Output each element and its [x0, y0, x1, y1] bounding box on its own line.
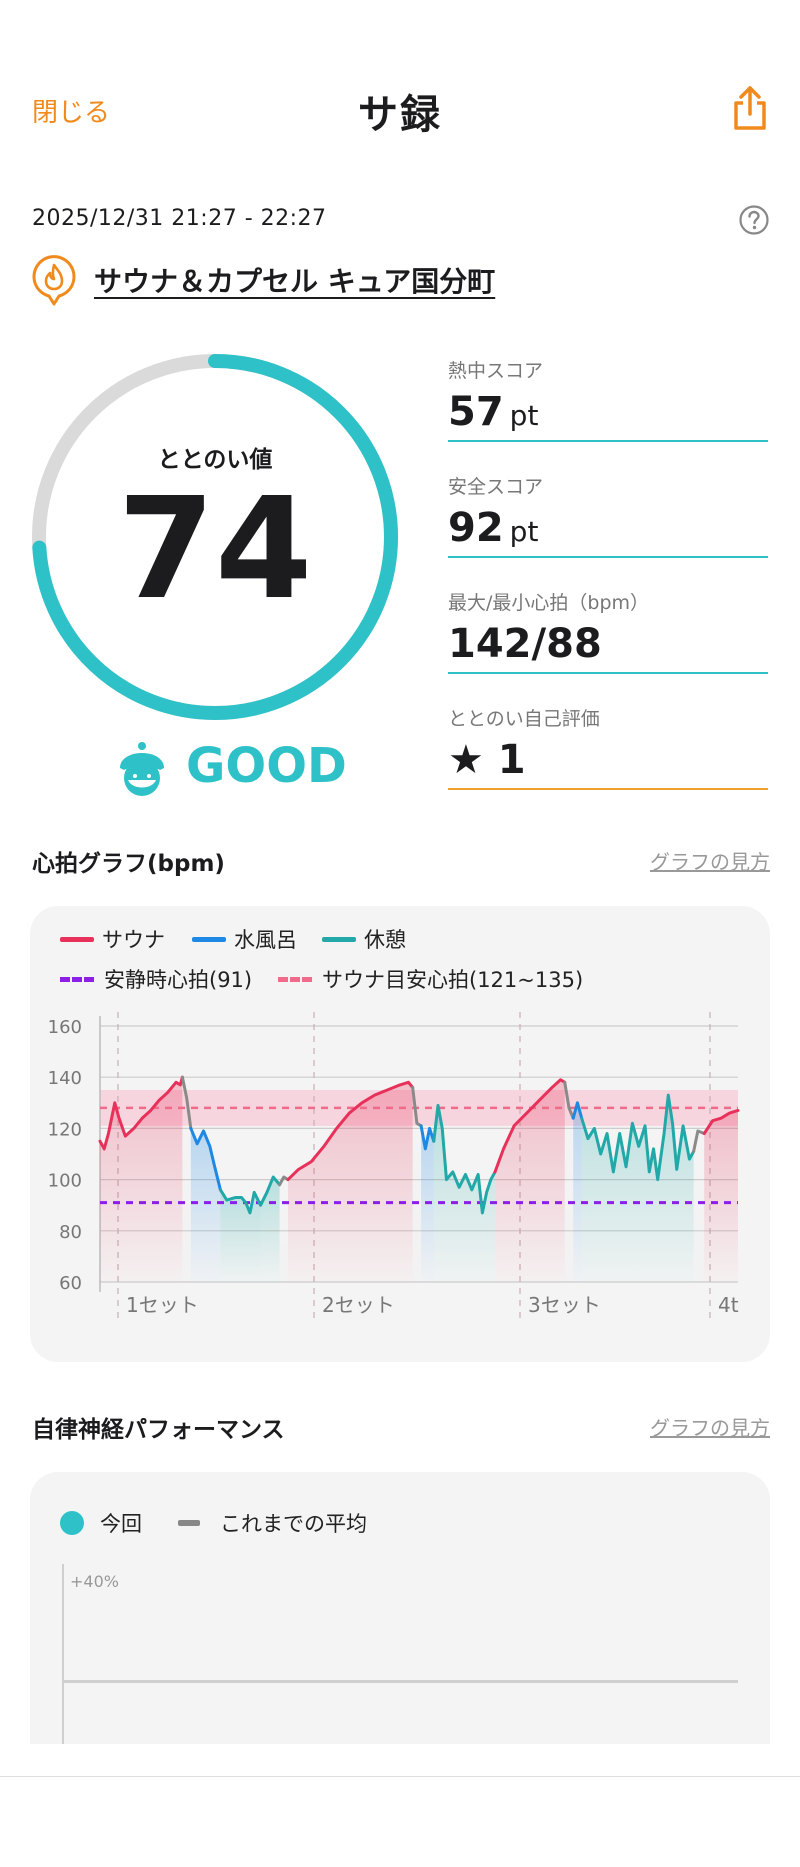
stat-self-rating[interactable]: ととのい自己評価 ★ 1 — [448, 704, 768, 790]
stat-label: 安全スコア — [448, 476, 544, 498]
rating-text: GOOD — [186, 738, 347, 794]
stat-safety-score: 安全スコア 92 pt — [448, 472, 768, 558]
transition-line — [411, 1085, 423, 1128]
set-label: 2セット — [322, 1293, 395, 1317]
stat-value: ★ 1 — [448, 737, 526, 783]
y-tick-label: 140 — [48, 1068, 82, 1089]
cold-line — [571, 1101, 584, 1120]
rest-line — [580, 1093, 696, 1182]
transition-line — [692, 1129, 706, 1153]
y-tick-label: 60 — [59, 1273, 82, 1294]
stat-value: 142/88 — [448, 621, 602, 667]
rest-area — [260, 1177, 280, 1282]
legend-cold-bath: 水風呂 — [192, 924, 297, 954]
transition-area — [693, 1130, 705, 1282]
legend-resting-hr: 安静時心拍(91) — [60, 964, 252, 994]
legend-average: これまでの平均 — [178, 1508, 367, 1538]
stat-value: 92 pt — [448, 505, 539, 551]
nerve-performance-title: 自律神経パフォーマンス — [32, 1417, 285, 1443]
set-label: 1セット — [126, 1293, 199, 1317]
legend-sauna: サウナ — [60, 924, 165, 954]
bottom-mask — [0, 1744, 800, 1867]
gauge-value: 74 — [117, 468, 313, 631]
question-icon — [739, 205, 769, 235]
rest-area — [433, 1105, 496, 1282]
app-header: 閉じる サ録 — [0, 70, 800, 150]
sauna-line — [493, 1078, 567, 1174]
gauge-label: ととのい値 — [157, 447, 273, 473]
sauna-line — [98, 1075, 184, 1151]
hr-chart: 60 80 100 120 140 160 1セット 2セット 3セット 4t — [48, 1012, 740, 1320]
set-label: 3セット — [528, 1293, 601, 1317]
close-button[interactable]: 閉じる — [32, 98, 111, 128]
transition-line — [563, 1080, 575, 1120]
cold-area — [190, 1128, 221, 1282]
legend-target-hr: サウナ目安心拍(121~135) — [278, 964, 583, 994]
legend-current: 今回 — [60, 1508, 142, 1538]
transition-area — [279, 1177, 289, 1282]
stat-value: 57 pt — [448, 389, 539, 435]
share-button[interactable] — [730, 84, 770, 132]
sauna-line — [286, 1080, 415, 1182]
cold-line — [189, 1126, 222, 1192]
stat-max-min-heart-rate: 最大/最小心拍（bpm） 142/88 — [448, 588, 768, 674]
stat-label: ととのい自己評価 — [448, 708, 600, 730]
cold-area — [573, 1102, 582, 1282]
nerve-y-label: +40% — [70, 1572, 119, 1591]
rest-line — [218, 1188, 263, 1215]
sauna-hat-face-icon — [114, 738, 170, 800]
rest-line — [259, 1175, 282, 1207]
transition-area — [182, 1077, 191, 1282]
transition-line — [278, 1175, 290, 1187]
hr-graph-title: 心拍グラフ(bpm) — [32, 851, 225, 877]
sauna-location-icon — [30, 252, 78, 308]
y-tick-label: 120 — [48, 1119, 82, 1140]
transition-line — [180, 1075, 193, 1130]
rest-area — [581, 1095, 694, 1282]
nerve-graph-help-link[interactable]: グラフの見方 — [650, 1416, 770, 1440]
transition-area — [412, 1087, 422, 1282]
stat-heat-score: 熱中スコア 57 pt — [448, 356, 768, 442]
bottom-divider — [0, 1776, 800, 1777]
sauna-area — [288, 1082, 413, 1282]
current-dot-icon — [60, 1511, 84, 1535]
legend-rest: 休憩 — [322, 924, 406, 954]
page-title: サ録 — [358, 92, 442, 138]
rest-line — [432, 1103, 497, 1215]
nerve-baseline — [62, 1680, 738, 1683]
sauna-area — [704, 1110, 738, 1282]
set-label: 4t — [718, 1293, 739, 1317]
help-button[interactable] — [738, 204, 770, 236]
rest-area — [220, 1189, 261, 1282]
totonoi-gauge — [32, 354, 398, 720]
hr-graph-help-link[interactable]: グラフの見方 — [650, 850, 770, 874]
session-datetime: 2025/12/31 21:27 - 22:27 — [32, 206, 327, 231]
y-tick-label: 100 — [48, 1171, 82, 1192]
share-icon — [734, 86, 766, 130]
nerve-y-axis — [62, 1564, 64, 1764]
sauna-location-link[interactable]: サウナ＆カプセル キュア国分町 — [94, 265, 496, 298]
sauna-line — [702, 1108, 740, 1136]
stat-label: 最大/最小心拍（bpm） — [448, 592, 650, 614]
transition-area — [564, 1082, 574, 1282]
hr-graph-card: サウナ 水風呂 休憩 安静時心拍(91) サウナ目安心拍(121~135) 60… — [30, 906, 770, 1362]
sauna-area — [100, 1077, 183, 1282]
cold-line — [419, 1124, 436, 1151]
stat-label: 熱中スコア — [448, 360, 544, 382]
y-tick-label: 160 — [48, 1017, 82, 1038]
y-tick-label: 80 — [59, 1222, 82, 1243]
